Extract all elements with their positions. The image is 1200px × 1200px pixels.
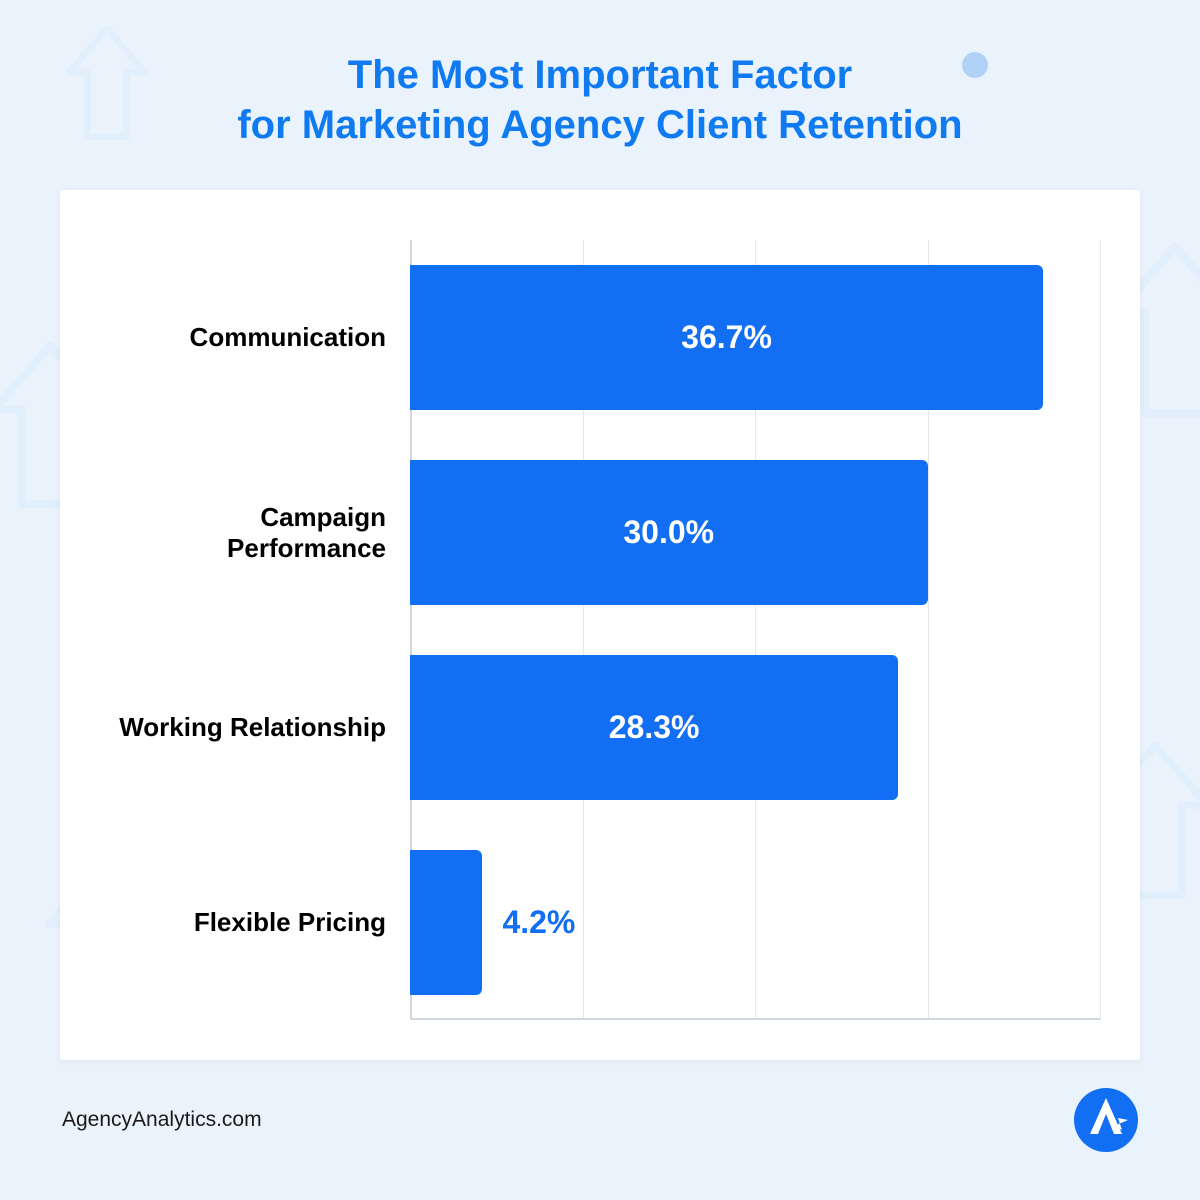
- grid-line: [1100, 240, 1101, 1020]
- chart-card: Communication Campaign Performance Worki…: [60, 190, 1140, 1060]
- category-labels-column: Communication Campaign Performance Worki…: [100, 240, 410, 1020]
- brand-logo-icon: [1074, 1088, 1138, 1152]
- footer: AgencyAnalytics.com: [62, 1088, 1138, 1152]
- bar-value: 4.2%: [502, 904, 575, 941]
- bar-value: 28.3%: [609, 709, 700, 746]
- bars-column: 36.7% 30.0% 28.3% 4.2%: [410, 240, 1100, 1020]
- bar-row: 30.0%: [410, 435, 1100, 630]
- chart-area: Communication Campaign Performance Worki…: [100, 240, 1100, 1020]
- bar-value: 30.0%: [623, 514, 714, 551]
- bar: 30.0%: [410, 460, 928, 604]
- title-line-1: The Most Important Factor: [348, 53, 852, 97]
- category-label: Communication: [190, 322, 386, 353]
- bars-inner: 36.7% 30.0% 28.3% 4.2%: [410, 240, 1100, 1020]
- bar-row: 4.2%: [410, 825, 1100, 1020]
- category-label: Flexible Pricing: [194, 907, 386, 938]
- category-label: Campaign Performance: [100, 502, 386, 564]
- title-line-2: for Marketing Agency Client Retention: [237, 103, 962, 147]
- bar: 28.3%: [410, 655, 898, 799]
- chart-title: The Most Important Factor for Marketing …: [60, 50, 1140, 150]
- bar-row: 28.3%: [410, 630, 1100, 825]
- category-label: Working Relationship: [119, 712, 386, 743]
- source-text: AgencyAnalytics.com: [62, 1108, 262, 1132]
- bar-value: 36.7%: [681, 319, 772, 356]
- bar: 4.2%: [410, 850, 482, 994]
- bar: 36.7%: [410, 265, 1043, 409]
- content-wrapper: The Most Important Factor for Marketing …: [0, 0, 1200, 1200]
- bar-row: 36.7%: [410, 240, 1100, 435]
